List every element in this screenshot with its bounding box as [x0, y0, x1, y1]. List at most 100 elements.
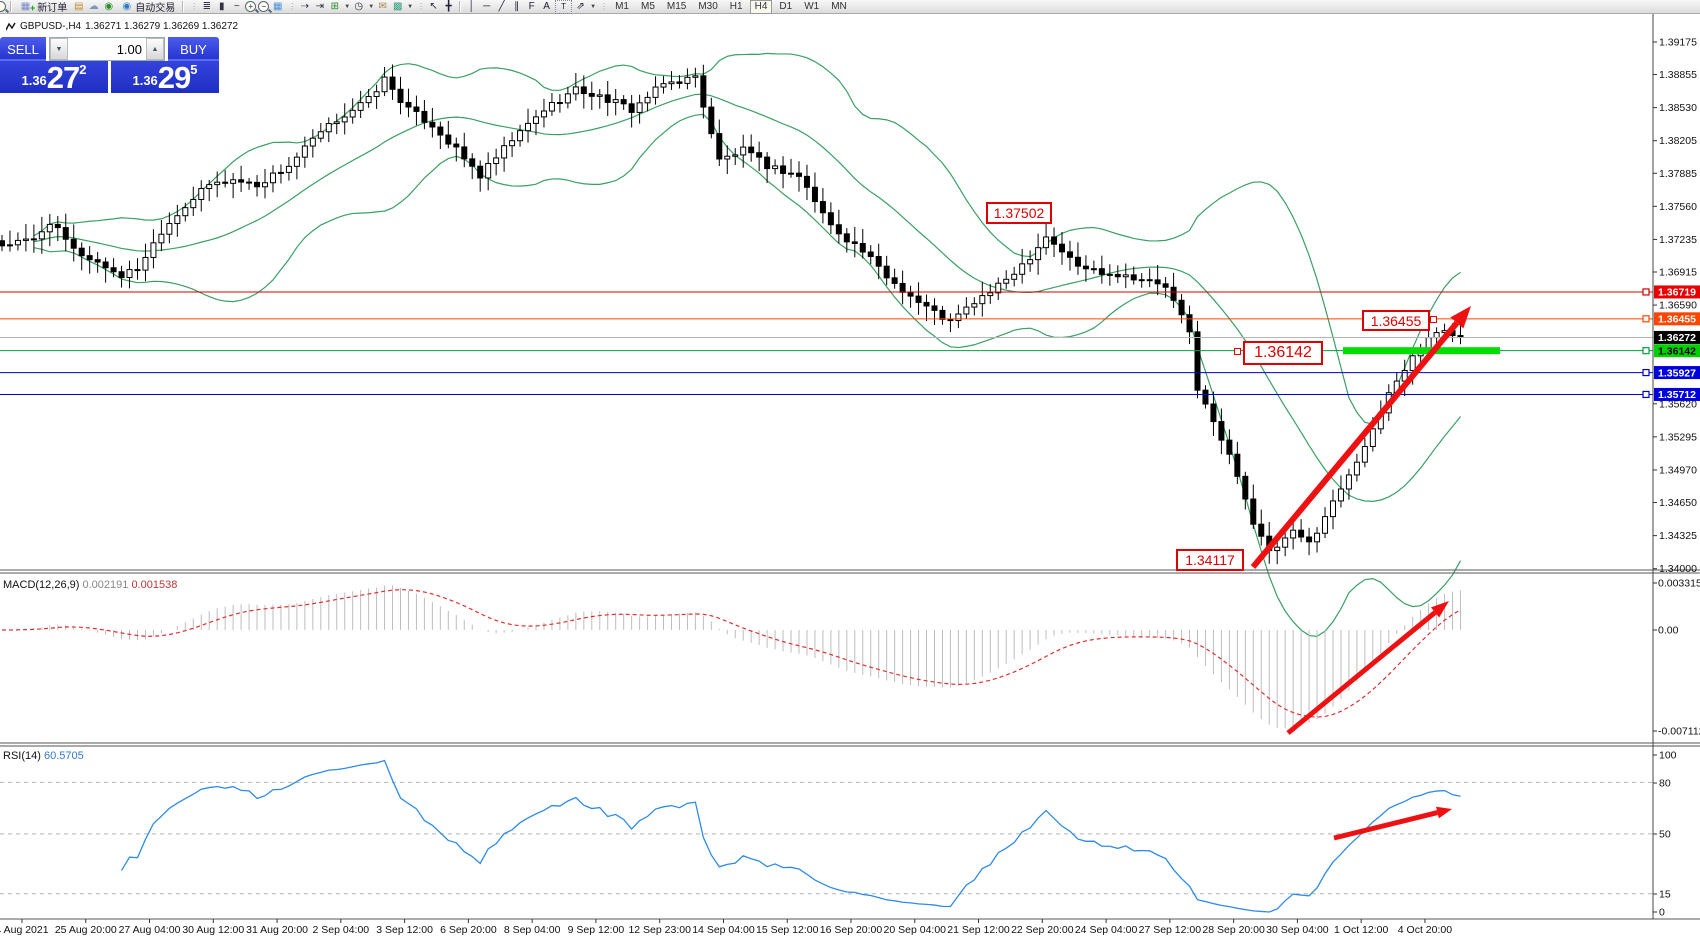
chart-shift-icon[interactable]: ⇥ [315, 0, 324, 12]
trend-arrow-macd[interactable] [1286, 601, 1449, 735]
svg-text:1.36272: 1.36272 [1658, 332, 1696, 344]
annotation-1.36142[interactable]: 1.36142 [1243, 341, 1323, 365]
svg-text:1.35620: 1.35620 [1659, 398, 1697, 410]
svg-text:15 Sep 12:00: 15 Sep 12:00 [756, 924, 819, 936]
add-indicator-icon-dropdown[interactable]: ▼ [344, 3, 351, 10]
toolbar-separator [10, 1, 12, 12]
volume-input[interactable]: 1.00 [68, 38, 146, 60]
trend-arrow-main[interactable] [1250, 306, 1471, 569]
sell-button[interactable]: SELL [0, 37, 46, 61]
templates-icon-dropdown[interactable]: ▼ [407, 3, 414, 10]
svg-text:20 Sep 04:00: 20 Sep 04:00 [884, 924, 947, 936]
candlestick-mode-icon[interactable]: ▮ [219, 0, 225, 12]
svg-text:8 Sep 04:00: 8 Sep 04:00 [504, 924, 561, 936]
cloud-icon[interactable]: ☁ [88, 0, 99, 12]
svg-text:28 Sep 20:00: 28 Sep 20:00 [1202, 924, 1265, 936]
line-chart-mode-icon[interactable]: ~ [233, 0, 240, 12]
mail-icon[interactable]: ✉ [378, 0, 387, 12]
svg-text:12 Sep 23:00: 12 Sep 23:00 [628, 924, 691, 936]
price-badge-1.36272 [1654, 330, 1700, 344]
svg-text:0.00: 0.00 [1658, 625, 1679, 637]
new-order-button[interactable]: ▦ + 新订单 [16, 0, 70, 14]
svg-text:1.37560: 1.37560 [1659, 201, 1697, 213]
svg-text:1.36455: 1.36455 [1658, 314, 1696, 326]
buy-price[interactable]: 1.36 29 5 [111, 61, 219, 93]
svg-text:1.39175: 1.39175 [1659, 36, 1697, 48]
svg-text:9 Sep 12:00: 9 Sep 12:00 [568, 924, 625, 936]
timeframe-m15[interactable]: M15 [666, 1, 687, 12]
annotation-1.34117[interactable]: 1.34117 [1176, 549, 1244, 571]
text-icon[interactable]: A [543, 0, 550, 12]
svg-text:1.37885: 1.37885 [1659, 168, 1697, 180]
autotrading-icon: ◉ [122, 0, 132, 12]
zoom-out-icon[interactable]: − [258, 1, 270, 12]
equidistant-channel-icon[interactable]: ∥ [514, 0, 520, 12]
order-book-icon[interactable]: ▤ [74, 0, 84, 12]
svg-text:1.35927: 1.35927 [1658, 367, 1696, 379]
new-order-button-label: 新订单 [37, 3, 68, 14]
svg-text:0: 0 [1659, 907, 1665, 919]
timeframe-d1[interactable]: D1 [779, 1, 793, 12]
timeframe-w1[interactable]: W1 [804, 1, 820, 12]
add-indicator-icon[interactable]: ⊞ [330, 0, 339, 12]
arrows-icon-dropdown[interactable]: ▼ [590, 3, 597, 10]
timeframe-mn[interactable]: MN [831, 1, 847, 12]
bar-chart-mode-icon[interactable]: ≣ [202, 0, 211, 12]
zoom-in-icon[interactable]: + [245, 1, 257, 12]
volume-up-button[interactable]: ▲ [146, 38, 164, 60]
svg-text:1.38530: 1.38530 [1659, 102, 1697, 114]
svg-text:100: 100 [1659, 750, 1677, 762]
svg-text:4 Oct 20:00: 4 Oct 20:00 [1398, 924, 1452, 936]
trend-arrow-rsi[interactable] [1333, 806, 1452, 841]
timeframe-m1[interactable]: M1 [615, 1, 629, 12]
new-order-icon: ▦ [20, 0, 31, 12]
svg-text:21 Sep 12:00: 21 Sep 12:00 [947, 924, 1010, 936]
tile-windows-icon[interactable]: ▦ [273, 0, 283, 12]
cursor-icon[interactable]: ↖ [429, 0, 438, 12]
auto-scroll-icon[interactable]: ⇢ [300, 0, 309, 12]
svg-text:0.003315: 0.003315 [1658, 578, 1700, 590]
svg-text:1.35712: 1.35712 [1658, 389, 1696, 401]
fibonacci-icon[interactable]: F [528, 0, 535, 12]
buy-price-big: 29 [157, 60, 191, 95]
chart-title-symbol: GBPUSD-,H4 [20, 21, 82, 32]
buy-price-pip: 5 [190, 62, 198, 77]
svg-text:-0.007112: -0.007112 [1658, 726, 1700, 738]
support-zone[interactable] [1343, 347, 1500, 355]
svg-text:1.34325: 1.34325 [1659, 530, 1697, 542]
horizontal-lines[interactable] [0, 288, 1653, 399]
buy-button[interactable]: BUY [168, 37, 219, 61]
trend-arrows[interactable] [1250, 306, 1471, 841]
period-clock-icon[interactable]: ◷ [354, 0, 364, 12]
sell-price[interactable]: 1.36 27 2 [0, 61, 108, 93]
macd-label: MACD(12,26,9) 0.002191 0.001538 [3, 579, 177, 591]
rsi-label: RSI(14) 60.5705 [3, 750, 84, 762]
annotation-1.36455[interactable]: 1.36455 [1362, 310, 1430, 331]
volume-down-button[interactable]: ▼ [50, 38, 68, 60]
vline-icon[interactable]: │ [468, 0, 475, 12]
signal-icon[interactable]: ◉ [104, 0, 114, 12]
candles [0, 64, 1464, 565]
arrows-icon[interactable]: ⇗ [576, 0, 585, 12]
toolbar: ▦ + 新订单 ▤ ☁ ◉ ◉ 自动交易 ⋮ ≣ ▮ ~ + − ▦ ⋮ ⇢ ⇥ ⊞ ▼ ◷ ▼ ✉ ▩ ▼ ⋮ ↖ ╋ │ ─ ╱ ∥ F A T… [0, 0, 1700, 14]
templates-icon[interactable]: ▩ [392, 0, 403, 12]
timeframe-m30[interactable]: M30 [698, 1, 718, 12]
toolbar-grip: ⋮ [190, 2, 198, 11]
timeframe-h1[interactable]: H1 [729, 1, 743, 12]
hline-icon[interactable]: ─ [483, 0, 491, 12]
timeframe-h4[interactable]: H4 [749, 0, 773, 14]
timeframe-m5[interactable]: M5 [640, 1, 655, 12]
search-icon[interactable] [0, 1, 6, 12]
period-clock-icon-dropdown[interactable]: ▼ [368, 3, 375, 10]
buy-price-prefix: 1.36 [132, 73, 158, 88]
toolbar-grip: ⋮ [288, 2, 296, 11]
annotation-1.37502[interactable]: 1.37502 [986, 202, 1052, 224]
svg-text:25 Aug 20:00: 25 Aug 20:00 [55, 924, 117, 936]
autotrading-button[interactable]: ◉ 自动交易 [117, 0, 178, 14]
label-icon[interactable]: T [555, 0, 573, 14]
trendline-icon[interactable]: ╱ [498, 0, 505, 12]
price-badge-1.36142 [1654, 344, 1700, 358]
crosshair-icon[interactable]: ╋ [445, 0, 452, 12]
annotation-anchor-square [1234, 348, 1241, 355]
